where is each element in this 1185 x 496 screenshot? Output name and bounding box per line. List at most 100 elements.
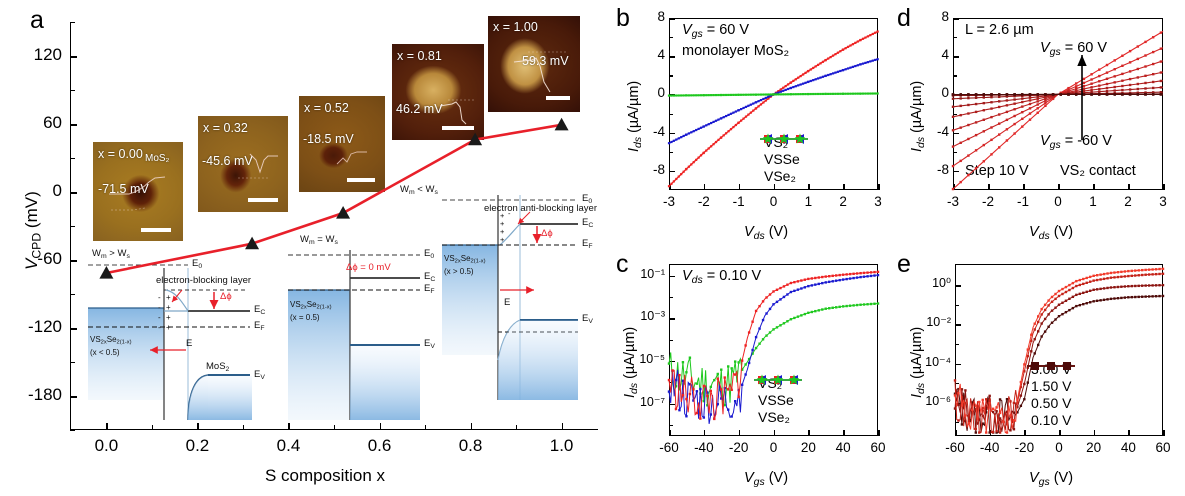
series-marker — [1106, 298, 1109, 301]
tick-minor — [953, 151, 957, 153]
panel-d-marker — [1121, 84, 1124, 88]
svg-text:+: + — [166, 323, 171, 332]
panel-d-marker — [1128, 93, 1132, 96]
series-marker — [1030, 339, 1033, 343]
panel-d-marker — [1105, 89, 1109, 93]
series-marker — [717, 93, 720, 97]
series-marker — [985, 404, 988, 407]
legend-row: 0.50 V — [1025, 362, 1075, 411]
series-marker — [744, 363, 747, 366]
series-marker — [964, 414, 967, 417]
series-marker — [772, 303, 775, 306]
series-marker — [1012, 428, 1016, 431]
series-marker — [1113, 271, 1116, 274]
series-marker — [967, 421, 971, 425]
tick-major — [953, 132, 959, 135]
series-marker — [677, 94, 680, 97]
b-ann1-post: = 60 V — [702, 22, 750, 38]
tick-label: -60 — [659, 440, 679, 455]
series-marker — [685, 397, 688, 401]
series-marker — [1127, 269, 1130, 273]
tick-major — [955, 324, 961, 326]
series-marker — [861, 37, 865, 40]
panel-d-marker — [1028, 102, 1032, 106]
panel-d-marker — [982, 130, 985, 133]
panel-c-annotation-vds: Vds = 0.10 V — [682, 268, 761, 286]
series-marker — [681, 361, 685, 364]
tick-label: 0 — [769, 194, 778, 209]
panel-d-marker — [1044, 104, 1047, 107]
series-marker — [722, 93, 725, 97]
afm-inset-4-profile — [513, 51, 568, 93]
series-marker — [864, 92, 867, 95]
series-marker — [1061, 292, 1064, 296]
panel-d-marker — [1005, 110, 1009, 114]
series-marker — [1141, 273, 1144, 277]
tick-major — [1128, 184, 1130, 190]
series-marker — [787, 87, 790, 91]
series-marker — [1089, 289, 1092, 292]
panel-d-marker — [1121, 88, 1124, 92]
series-marker — [809, 79, 812, 83]
panel-d-marker — [1136, 91, 1139, 94]
series-marker — [799, 74, 802, 78]
legend-row: 0.10 V — [1025, 362, 1075, 428]
series-marker — [685, 371, 688, 374]
tick-minor — [425, 425, 427, 430]
panel-d-marker — [1159, 90, 1163, 94]
series-marker — [814, 92, 817, 96]
panel-d-marker — [1059, 93, 1062, 96]
tick-major — [70, 56, 77, 58]
series-marker — [841, 305, 845, 308]
series-marker — [804, 92, 807, 96]
series-marker — [821, 75, 825, 78]
tick-major — [703, 184, 706, 190]
series-marker — [1095, 278, 1099, 282]
panel-d-marker — [1036, 107, 1039, 110]
d-bot-pre: V — [1040, 133, 1050, 149]
series-marker — [814, 309, 817, 313]
panel-d-marker — [1136, 67, 1139, 71]
series-marker — [727, 365, 730, 368]
series-marker — [680, 94, 683, 97]
series-marker — [839, 92, 842, 95]
series-marker — [854, 64, 857, 68]
tick-major — [773, 430, 775, 436]
series-marker — [799, 83, 802, 86]
series-marker — [845, 273, 848, 276]
series-marker — [809, 92, 812, 96]
panel-a: a 120 60 0 -60 -120 -180 0.0 0.2 0.4 0.6 0.8 1.0 V… — [22, 8, 598, 485]
series-marker — [1137, 295, 1140, 299]
series-marker — [827, 92, 830, 95]
series-marker — [779, 88, 782, 91]
series-marker — [859, 38, 862, 42]
series-marker — [800, 314, 803, 317]
panel-d-marker — [951, 115, 955, 119]
series-marker — [680, 173, 683, 176]
panel-d-marker — [1113, 59, 1116, 62]
series-marker — [712, 120, 715, 124]
panel-d-marker — [1113, 68, 1116, 71]
series-marker — [831, 92, 835, 95]
band2-level-Ef: EF — [424, 283, 435, 295]
tick-label: 8 — [941, 9, 949, 24]
series-marker — [1078, 278, 1081, 282]
panel-d-marker — [1090, 86, 1093, 89]
series-marker — [1061, 312, 1064, 316]
band-diagram-1: +- +- +- +- — [88, 264, 252, 421]
tick-label: -2 — [697, 194, 710, 209]
series-marker — [767, 97, 770, 100]
series-marker — [854, 92, 857, 95]
series-marker — [767, 93, 770, 96]
tick-major — [1059, 430, 1061, 436]
series-marker — [716, 377, 719, 380]
panel-d-marker — [1136, 82, 1139, 86]
series-marker — [960, 404, 964, 407]
tick-label: 4 — [657, 47, 665, 63]
panel-d-marker — [1067, 93, 1070, 96]
panel-d-marker — [1090, 93, 1093, 96]
afm-inset-3-value: 46.2 mV — [396, 102, 443, 116]
series-marker — [702, 384, 706, 388]
series-marker — [851, 43, 855, 46]
panel-d-marker — [1090, 88, 1093, 92]
